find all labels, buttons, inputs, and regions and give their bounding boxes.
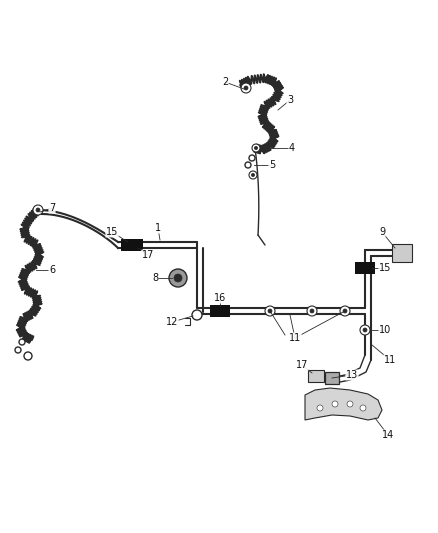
Text: 11: 11 xyxy=(289,333,301,343)
Circle shape xyxy=(33,205,43,215)
Circle shape xyxy=(363,328,367,332)
Text: 14: 14 xyxy=(382,430,394,440)
Text: 1: 1 xyxy=(155,223,161,233)
Bar xyxy=(325,372,339,384)
Polygon shape xyxy=(305,388,382,420)
Circle shape xyxy=(251,173,254,176)
Circle shape xyxy=(19,339,25,345)
Circle shape xyxy=(317,405,323,411)
Text: 2: 2 xyxy=(222,77,228,87)
Text: 16: 16 xyxy=(214,293,226,303)
Circle shape xyxy=(265,306,275,316)
Text: 5: 5 xyxy=(269,160,275,170)
Text: 9: 9 xyxy=(379,227,385,237)
Circle shape xyxy=(24,352,32,360)
Bar xyxy=(392,244,412,262)
Bar xyxy=(355,262,375,274)
Circle shape xyxy=(192,310,202,320)
Circle shape xyxy=(254,147,258,150)
Circle shape xyxy=(36,208,40,212)
Text: 15: 15 xyxy=(106,227,118,237)
Circle shape xyxy=(249,155,255,161)
Circle shape xyxy=(244,86,248,90)
Circle shape xyxy=(340,306,350,316)
Circle shape xyxy=(268,309,272,313)
Text: 7: 7 xyxy=(49,203,55,213)
Bar xyxy=(308,370,324,382)
Text: 10: 10 xyxy=(379,325,391,335)
Circle shape xyxy=(347,401,353,407)
Text: 15: 15 xyxy=(379,263,391,273)
Circle shape xyxy=(360,325,370,335)
Text: 4: 4 xyxy=(289,143,295,153)
Text: 3: 3 xyxy=(287,95,293,105)
Circle shape xyxy=(174,274,182,282)
Circle shape xyxy=(15,347,21,353)
Circle shape xyxy=(310,309,314,313)
Text: 6: 6 xyxy=(49,265,55,275)
Circle shape xyxy=(249,171,257,179)
Circle shape xyxy=(169,269,187,287)
Circle shape xyxy=(252,144,260,152)
Text: 17: 17 xyxy=(142,250,154,260)
Circle shape xyxy=(343,309,347,313)
Text: 17: 17 xyxy=(296,360,308,370)
Circle shape xyxy=(332,401,338,407)
Text: 13: 13 xyxy=(346,370,358,380)
Text: 8: 8 xyxy=(152,273,158,283)
Bar xyxy=(121,239,143,251)
Circle shape xyxy=(245,162,251,168)
Text: 12: 12 xyxy=(166,317,178,327)
Circle shape xyxy=(360,405,366,411)
Bar xyxy=(210,305,230,317)
Circle shape xyxy=(307,306,317,316)
Circle shape xyxy=(241,83,251,93)
Text: 11: 11 xyxy=(384,355,396,365)
